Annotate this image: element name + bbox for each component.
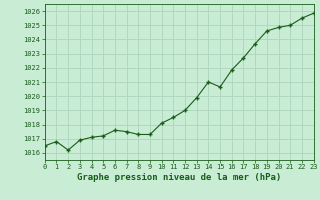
X-axis label: Graphe pression niveau de la mer (hPa): Graphe pression niveau de la mer (hPa) (77, 173, 281, 182)
